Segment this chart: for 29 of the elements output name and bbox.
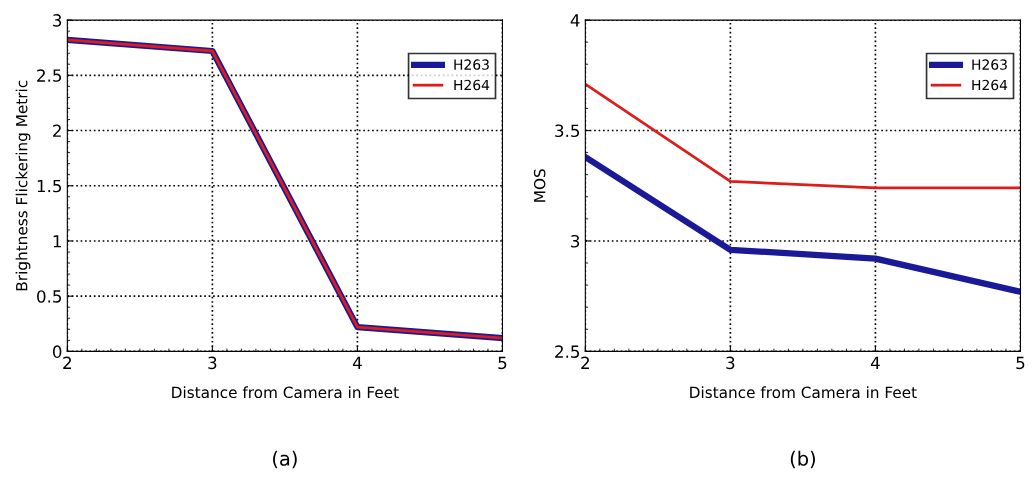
x-axis-title: Distance from Camera in Feet	[690, 386, 917, 399]
x-tick-label: 2	[581, 356, 589, 369]
x-tick-label: 5	[498, 356, 507, 370]
x-tick-label: 5	[1016, 356, 1025, 370]
y-tick-label: 2	[53, 124, 61, 137]
y-tick-label: 1	[53, 235, 61, 248]
y-tick-label: 3	[53, 14, 62, 27]
y-tick-label: 2.5	[555, 345, 580, 358]
y-tick-label: 1.5	[37, 179, 62, 193]
text: (a)	[273, 450, 297, 469]
text: (b)	[790, 450, 815, 469]
legend-label: H263	[972, 59, 1007, 70]
x-tick-label: 3	[726, 356, 735, 370]
legend-label: H263	[454, 59, 489, 70]
legend-label: H264	[972, 79, 1008, 91]
x-tick-label: 2	[63, 356, 71, 369]
x-tick-label: 4	[870, 356, 880, 369]
y-tick-label: 0.5	[37, 290, 62, 303]
y-tick-label: 3.5	[555, 124, 580, 138]
x-tick-label: 3	[208, 356, 217, 370]
x-axis-title: Distance from Camera in Feet	[172, 386, 399, 399]
y-axis-title: MOS	[533, 169, 546, 202]
y-tick-label: 0	[52, 345, 62, 358]
y-tick-label: 4	[570, 14, 580, 27]
y-tick-label: 2.5	[37, 69, 62, 82]
y-tick-label: 3	[571, 234, 580, 248]
legend-label: H264	[454, 79, 490, 91]
x-tick-label: 4	[352, 356, 362, 369]
y-axis-title: Brightness Flickering Metric	[15, 80, 31, 291]
